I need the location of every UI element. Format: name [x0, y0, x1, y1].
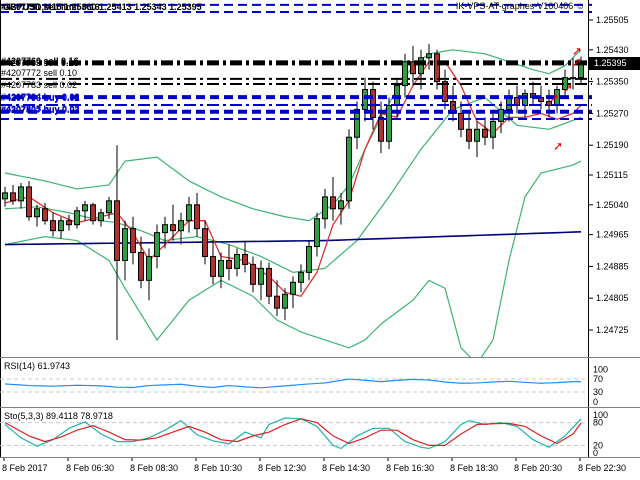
- price-tick-label: 1.25350: [596, 77, 629, 87]
- trade-arrow-icon: ➚: [572, 55, 582, 69]
- sto-axis-label: 0: [593, 448, 598, 458]
- time-label: 8 Feb 08:30: [130, 463, 178, 473]
- time-label: 8 Feb 12:30: [258, 463, 306, 473]
- ea-name-label: IK-VPS-AT-graphes-V160406: [455, 1, 574, 11]
- order-label: #4207760 sell 0.16: [1, 56, 79, 66]
- sto-axis-label: 20: [593, 440, 603, 450]
- price-tick-label: 1.24965: [596, 230, 629, 240]
- order-label: #4207772 sell 0.10: [1, 68, 78, 78]
- order-label: #4207805 buy 0.02: [1, 104, 80, 114]
- time-label: 8 Feb 16:30: [386, 463, 434, 473]
- rsi-axis-label: 70: [593, 374, 603, 384]
- price-axis[interactable]: 1.25505 1.25430 1.25350 1.25270 1.25190 1.251…: [588, 15, 629, 335]
- main-chart[interactable]: [2, 43, 584, 364]
- rsi-axis-label: 100: [593, 364, 608, 374]
- time-axis[interactable]: 8 Feb 2017 8 Feb 06:30 8 Feb 08:30 8 Feb 10…: [2, 458, 626, 473]
- slow-ma-line: [4, 231, 582, 246]
- rsi-axis-label: 30: [593, 387, 603, 397]
- smiley-icon: ☺: [575, 1, 585, 11]
- price-tick-label: 1.25430: [596, 45, 629, 55]
- current-price-badge: 1.25395: [589, 57, 640, 70]
- price-tick-label: 1.24805: [596, 293, 629, 303]
- time-label: 8 Feb 10:30: [194, 463, 242, 473]
- expert-advisor-title: IK-VPS-AT-graphes-V160406 ☺: [456, 1, 585, 11]
- trade-arrows: ➚➚➚➚➚: [549, 44, 582, 153]
- sto-axis-label: 100: [593, 410, 608, 420]
- time-label: 8 Feb 14:30: [322, 463, 370, 473]
- price-tick-label: 1.25270: [596, 108, 629, 118]
- trade-arrow-icon: ➚: [553, 139, 563, 153]
- candles: [2, 43, 584, 340]
- rsi-axis-label: 0: [593, 397, 598, 407]
- order-label: #4207807 buy 0.02: [1, 105, 80, 115]
- order-lines[interactable]: [0, 3, 592, 120]
- price-tick-label: 1.25190: [596, 140, 629, 150]
- trade-arrow-icon: ➚: [572, 44, 582, 58]
- time-label: 8 Feb 22:30: [578, 463, 626, 473]
- stochastic-indicator-label: Sto(5,3,3) 89.4118 78.9718: [4, 411, 113, 421]
- rsi-indicator-label: RSI(14) 61.9743: [4, 361, 71, 371]
- trade-arrow-icon: ➚: [549, 91, 559, 105]
- order-label: #4207796 buy 0.02: [1, 93, 80, 103]
- price-tick-label: 1.25040: [596, 200, 629, 210]
- price-tick-label: 1.25115: [596, 170, 628, 180]
- time-label: 8 Feb 20:30: [514, 463, 562, 473]
- order-label: #4207763 sell 0.16: [1, 58, 79, 68]
- sto-axis-label: 80: [593, 418, 603, 428]
- time-label: 8 Feb 2017: [2, 463, 48, 473]
- price-tick-label: 1.25505: [596, 15, 629, 25]
- order-label: #4207783 sell 0.02: [1, 80, 78, 90]
- time-label: 8 Feb 06:30: [66, 463, 114, 473]
- price-tick-label: 1.24885: [596, 261, 629, 271]
- window-frames: [0, 0, 640, 458]
- trade-arrow-icon: ➚: [563, 81, 573, 95]
- time-label: 8 Feb 18:30: [450, 463, 498, 473]
- price-tick-label: 1.24725: [596, 325, 629, 335]
- order-label: #4207794 buy 0.02: [1, 92, 80, 102]
- chart-title: GBPUSD,M15 1.25360 1.25413 1.25343 1.253…: [3, 2, 202, 12]
- order-label: #4207751 sell limit 0.16: [1, 2, 100, 12]
